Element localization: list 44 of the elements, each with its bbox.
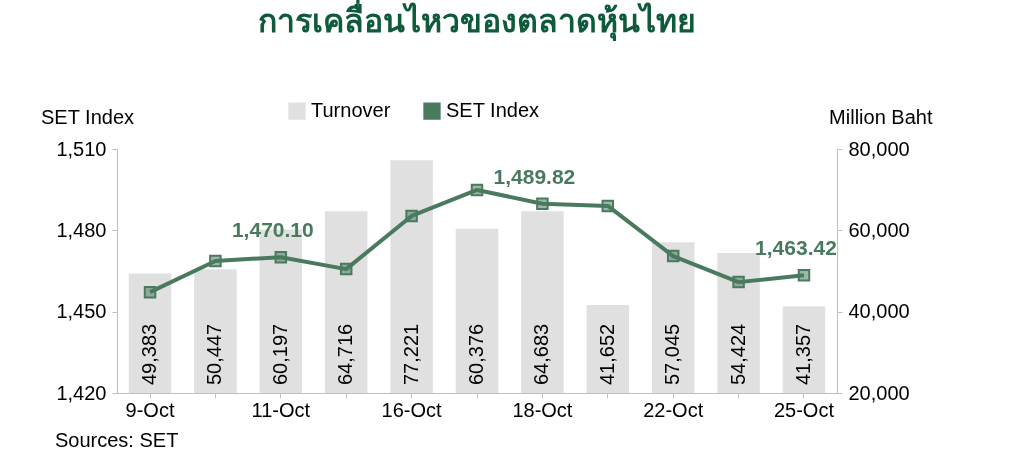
point [601, 199, 615, 213]
point [405, 209, 418, 223]
y2-tick-label: 60,000 [848, 218, 910, 241]
data-label: 1,489.82 [493, 164, 576, 188]
x-tick-label: 9-Oct [125, 398, 175, 421]
legend-label: Turnover [311, 99, 391, 122]
data-label: 60,376 [465, 323, 487, 385]
x-tick-label: 18-Oct [512, 398, 573, 421]
data-label: 77,221 [399, 323, 422, 385]
y-tick-label: 1,480 [56, 218, 107, 241]
point [209, 254, 222, 268]
data-label: 60,197 [268, 323, 291, 385]
data-label: 54,424 [726, 323, 749, 385]
data-label: 50,447 [203, 323, 226, 385]
data-label: 49,383 [138, 323, 161, 385]
x-tick-label: 11-Oct [251, 398, 311, 421]
data-label: 41,652 [595, 323, 618, 385]
x-tick-label: 25-Oct [773, 398, 835, 421]
data-label: 64,683 [530, 323, 553, 385]
y-tick-label: 1,510 [56, 137, 107, 160]
y-tick-label: 1,450 [56, 300, 107, 323]
source-note: Sources: SET [55, 429, 179, 451]
point [470, 183, 484, 197]
y2-tick-label: 20,000 [848, 381, 910, 404]
data-label: 64,716 [334, 323, 357, 385]
data-label: 41,357 [791, 323, 814, 385]
y-tick-label: 1,420 [56, 381, 107, 404]
point [274, 250, 288, 264]
y2-tick-label: 80,000 [848, 137, 910, 160]
data-label: 1,470.10 [231, 218, 314, 242]
legend-label: SET Index [446, 99, 540, 122]
y2-tick-label: 40,000 [848, 300, 910, 323]
point [143, 285, 157, 299]
point [797, 269, 811, 282]
point [536, 197, 549, 210]
x-tick-label: 22-Oct [643, 398, 704, 421]
data-label: 57,045 [661, 323, 684, 385]
point [339, 262, 353, 276]
y2-axis-title: Million Baht [829, 105, 933, 128]
data-label: 1,463.42 [755, 236, 837, 260]
point [666, 249, 680, 263]
point [732, 275, 745, 289]
x-tick-label: 16-Oct [381, 398, 443, 421]
y-axis-title: SET Index [40, 105, 135, 128]
